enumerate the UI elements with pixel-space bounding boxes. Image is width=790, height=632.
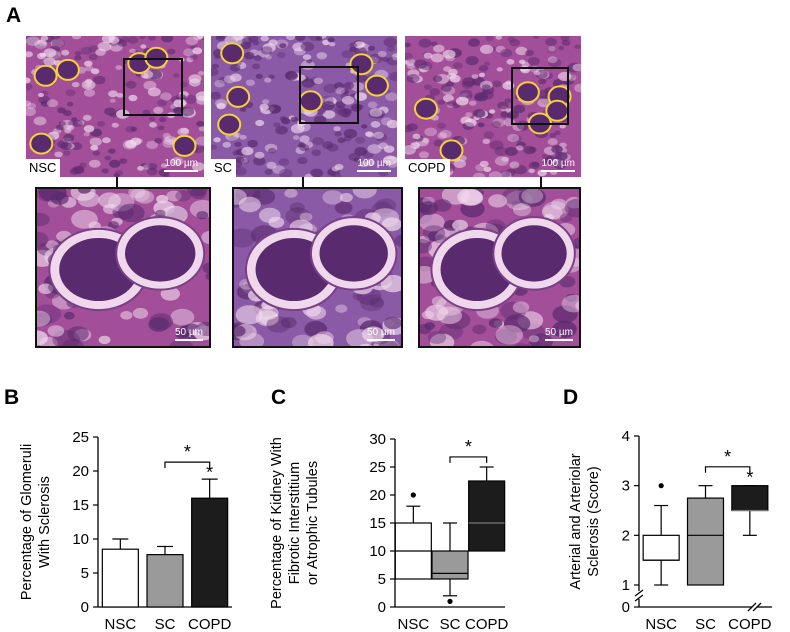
box-nsc <box>642 534 680 561</box>
micrograph-nsc-high-mag: 50 µm <box>35 187 211 348</box>
connector-line <box>302 177 304 187</box>
bar-nsc <box>101 548 139 608</box>
y-tick-label: 0 <box>81 599 89 616</box>
y-tick-label: 4 <box>622 428 630 445</box>
significance-bracket <box>164 461 211 469</box>
micrograph-copd-high-mag: 50 µm <box>418 187 581 348</box>
y-tick-label: 30 <box>369 431 386 448</box>
y-tick-label: 10 <box>72 531 89 548</box>
panel-letter-c: C <box>271 386 287 409</box>
group-tag: SC <box>211 159 237 177</box>
y-tick-label: 5 <box>378 571 386 588</box>
x-tick-label: SC <box>695 616 716 632</box>
micrograph-sc-low-mag: SC 100 µm <box>211 36 397 177</box>
chart-c-fibrotic-interstitium: 0 5 10 15 20 25 30 Percentage of Kidney With Fib… <box>269 431 509 632</box>
significance-star: * <box>206 462 213 482</box>
y-axis-label: or Atrophic Tubules <box>305 461 321 585</box>
y-tick-label: 2 <box>622 527 630 544</box>
scale-bar: 100 µm <box>357 158 391 172</box>
inset-region-box <box>299 66 359 124</box>
significance-star: * <box>465 437 472 457</box>
connector-line <box>116 177 118 187</box>
x-tick-label: NSC <box>397 616 429 632</box>
box-sc <box>686 497 725 586</box>
y-tick-label: 10 <box>369 543 386 560</box>
bar-sc <box>146 554 184 608</box>
group-tag: COPD <box>405 159 450 177</box>
y-tick-label: 20 <box>369 487 386 504</box>
y-axis-label: Sclerosis (Score) <box>586 466 602 576</box>
x-tick-label: NSC <box>104 616 136 632</box>
chart-d-arterial-sclerosis: 0 1 2 3 4 Arterial and Arteriolar Sclerosis (S… <box>568 428 772 632</box>
box-sc <box>431 550 469 580</box>
y-axis-label: Arterial and Arteriolar <box>568 453 584 589</box>
axis-break-mark <box>747 602 757 612</box>
y-tick-label: 25 <box>369 459 386 476</box>
axis-break-mark <box>634 589 644 597</box>
scale-bar: 50 µm <box>545 327 573 341</box>
y-axis-label: Percentage of Glomeruli <box>19 444 35 600</box>
scale-bar: 50 µm <box>367 327 395 341</box>
significance-star: * <box>724 447 731 467</box>
y-tick-label: 0 <box>622 599 630 616</box>
y-axis-label: Percentage of Kidney With <box>269 437 285 609</box>
micrograph-nsc-low-mag: NSC 100 µm <box>26 36 204 177</box>
y-axis-label: With Sclerosis <box>37 476 53 568</box>
y-tick-label: 3 <box>622 478 630 495</box>
connector-line <box>540 177 542 187</box>
outlier-point <box>447 598 453 604</box>
bar-copd <box>191 497 229 608</box>
x-tick-label: SC <box>440 616 461 632</box>
y-tick-label: 25 <box>72 429 89 446</box>
box-copd <box>731 485 769 512</box>
micrograph-copd-low-mag: COPD 100 µm <box>405 36 581 177</box>
scale-bar: 100 µm <box>541 158 575 172</box>
panel-letter-a: A <box>6 4 22 27</box>
axis-break-mark <box>634 594 644 602</box>
inset-region-box <box>511 67 569 125</box>
x-tick-label: SC <box>155 616 176 632</box>
box-copd <box>468 480 506 552</box>
y-axis-label: Fibrotic Interstitium <box>287 462 303 584</box>
panel-letter-b: B <box>4 386 20 409</box>
x-tick-label: COPD <box>465 616 509 632</box>
x-tick-label: NSC <box>645 616 677 632</box>
outlier-point <box>410 492 416 498</box>
y-tick-label: 5 <box>81 565 89 582</box>
x-tick-label: COPD <box>188 616 232 632</box>
y-tick-label: 15 <box>72 497 89 514</box>
scale-bar: 100 µm <box>164 158 198 172</box>
panel-letter-d: D <box>563 386 579 409</box>
y-tick-label: 15 <box>369 515 386 532</box>
scale-bar: 50 µm <box>175 327 203 341</box>
x-tick-label: COPD <box>728 616 772 632</box>
y-tick-label: 0 <box>378 599 386 616</box>
y-tick-label: 20 <box>72 463 89 480</box>
significance-bracket <box>449 456 488 463</box>
significance-bracket <box>704 466 751 473</box>
significance-star: * <box>746 468 753 488</box>
inset-region-box <box>123 58 183 116</box>
group-tag: NSC <box>26 159 61 177</box>
outlier-point <box>658 483 664 489</box>
micrograph-sc-high-mag: 50 µm <box>232 187 403 348</box>
significance-star: * <box>184 442 191 462</box>
chart-b-sclerotic-glomeruli: 0 5 10 15 20 25 Percentage of Glomeruli With Sc… <box>19 429 232 632</box>
y-tick-label: 1 <box>622 577 630 594</box>
